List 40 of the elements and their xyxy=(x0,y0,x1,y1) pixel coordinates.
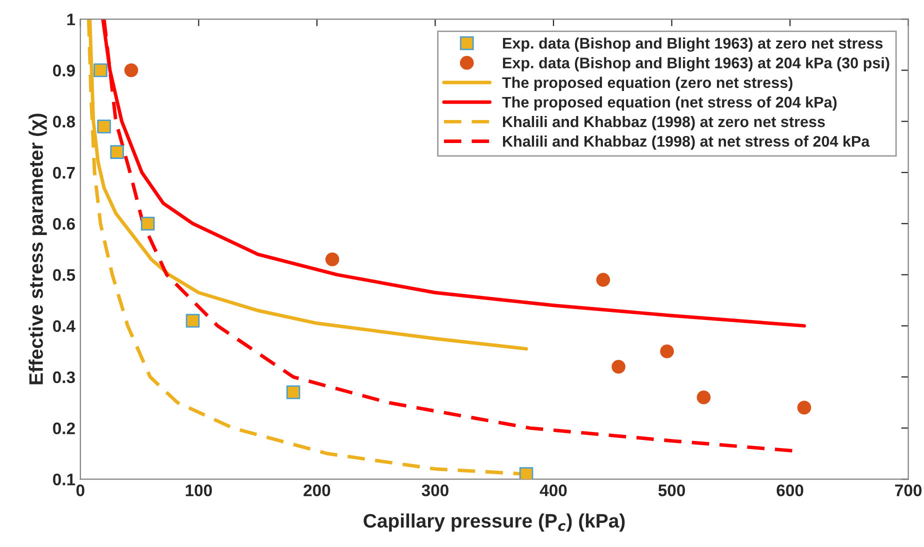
x-tick-label: 200 xyxy=(304,484,330,496)
point xyxy=(325,252,340,266)
x-tick-label: 0 xyxy=(76,484,84,496)
y-tick-label: 0.9 xyxy=(53,64,75,76)
x-tick-label: 700 xyxy=(895,484,922,496)
point xyxy=(97,120,111,134)
legend-label: Khalili and Khabbaz (1998) at zero net stress xyxy=(503,116,825,130)
legend-label: Khalili and Khabbaz (1998) at net stress of 204 kPa xyxy=(503,136,870,150)
point xyxy=(140,216,155,231)
x-tick-label: 400 xyxy=(540,484,567,496)
point xyxy=(660,344,674,358)
legend-label: The proposed equation (zero net stress) xyxy=(502,76,792,92)
x-tick-label: 600 xyxy=(776,484,804,496)
point xyxy=(612,360,626,374)
point xyxy=(124,63,138,78)
legend-label: Exp. data (Bishop and Blight 1963) at zero net stress xyxy=(503,37,883,52)
point xyxy=(596,272,610,287)
x-tick-label: 500 xyxy=(658,484,685,496)
y-tick-label: 0.2 xyxy=(53,422,75,434)
point xyxy=(797,400,812,415)
y-tick-label: 0.4 xyxy=(53,320,76,332)
legend-label: Exp. data (Bishop and Blight 1963) at 204 kPa (30 psi) xyxy=(503,57,890,72)
point xyxy=(94,63,108,78)
legend-label: The proposed equation (net stress of 204 kPa) xyxy=(502,96,837,111)
y-tick-label: 0.3 xyxy=(53,371,75,384)
point xyxy=(110,145,124,159)
x-tick-label: 300 xyxy=(422,484,448,496)
y-tick-label: 0.1 xyxy=(53,474,76,486)
y-tick-label: 0.6 xyxy=(53,218,75,230)
point xyxy=(519,467,534,480)
point xyxy=(186,314,200,328)
y-tick-label: 0.7 xyxy=(53,166,75,179)
point xyxy=(286,385,300,400)
y-tick-label: 0.5 xyxy=(53,269,76,281)
y-axis-title: Effective stress parameter (χ) xyxy=(28,114,47,384)
y-tick-label: 1 xyxy=(67,14,76,26)
point xyxy=(696,390,711,404)
y-tick-label: 0.8 xyxy=(53,116,76,128)
x-tick-label: 100 xyxy=(186,484,212,496)
x-axis-title: Capillary pressure (P$_{c}$) (kPa) xyxy=(364,513,625,532)
